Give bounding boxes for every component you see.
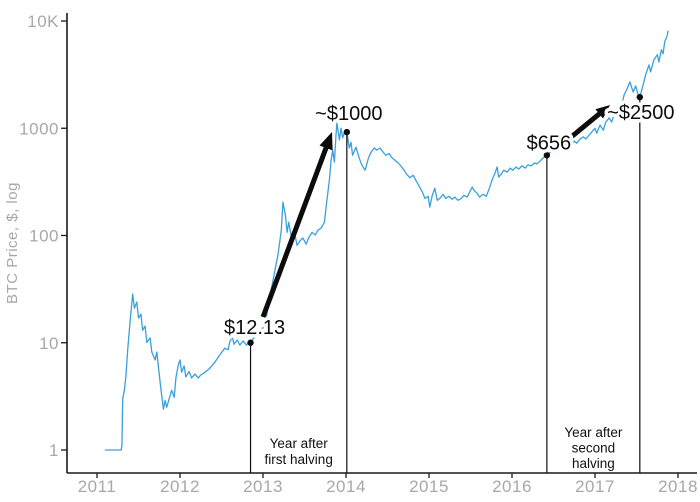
halving-span-label-line: first halving [265,452,333,467]
y-tick-label-1000: 1000 [19,119,59,138]
price-point-dot [636,93,644,101]
y-tick-label-1: 1 [49,441,59,460]
y-tick-label-10K: 10K [27,12,59,31]
axes [66,13,697,474]
growth-arrow-head [319,132,333,151]
x-tick-label-2013: 2013 [243,477,283,496]
x-tick-label-2015: 2015 [409,477,449,496]
halving-span-label-line: second [572,441,616,456]
y-tick-label-100: 100 [29,227,59,246]
x-tick-label-2011: 2011 [78,477,117,496]
halving-span-label-line: Year after [270,436,329,451]
axis-ticks: 1 10 100 1000 10K 2011 2012 2013 2014 2015 2016 201… [19,12,698,496]
y-axis-label: BTC Price, $, log [4,182,21,304]
price-annotation-label: $12.13 [224,317,285,339]
x-tick-label-2018: 2018 [658,477,698,496]
halving-span-label-line: Year after [564,425,623,440]
price-point-dot [247,339,254,346]
btc-price-polyline [104,30,669,451]
price-point-dot [543,152,551,159]
growth-arrow-head [595,105,610,119]
price-point-dot [343,128,351,136]
price-annotation-label: ~$1000 [315,103,382,125]
y-tick-label-10: 10 [39,334,59,353]
growth-arrow-shaft [568,110,603,140]
halving-span-label-line: halving [572,456,615,471]
x-tick-label-2014: 2014 [326,477,366,496]
price-annotation-label: ~$2500 [607,102,674,124]
x-tick-label-2016: 2016 [492,477,532,496]
price-annotation-label: $656 [527,132,572,154]
growth-arrow-shaft [260,145,330,318]
price-line-series [104,30,669,451]
x-tick-label-2012: 2012 [160,477,200,496]
x-tick-label-2017: 2017 [575,477,615,496]
